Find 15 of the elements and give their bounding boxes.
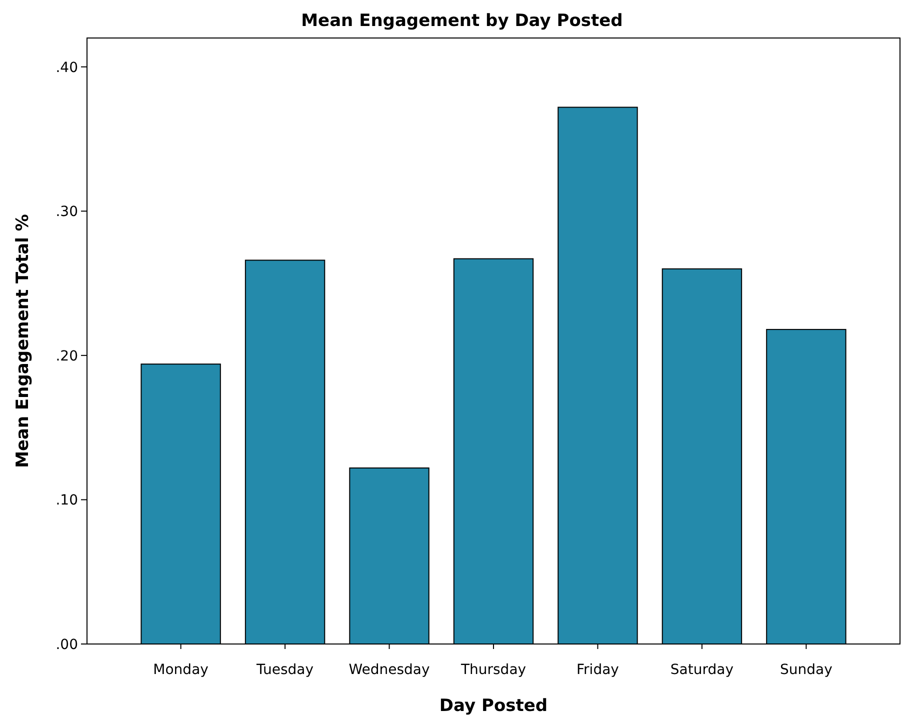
x-tick-label: Tuesday xyxy=(256,662,314,678)
chart-title: Mean Engagement by Day Posted xyxy=(301,11,623,31)
y-tick-label: .10 xyxy=(56,492,78,509)
x-tick-label: Friday xyxy=(576,662,619,678)
y-tick-label: .20 xyxy=(56,348,78,364)
x-tick-label: Thursday xyxy=(460,662,526,678)
x-tick-label: Sunday xyxy=(780,662,832,678)
x-axis-title: Day Posted xyxy=(439,696,548,716)
x-tick-label: Monday xyxy=(153,662,208,678)
y-tick-label: .30 xyxy=(56,204,78,220)
x-tick-label: Saturday xyxy=(670,662,734,678)
y-axis-title: Mean Engagement Total % xyxy=(13,214,33,468)
x-tick-label: Wednesday xyxy=(348,662,430,678)
y-tick-label: .40 xyxy=(56,60,78,76)
y-tick-label: .00 xyxy=(56,636,78,653)
